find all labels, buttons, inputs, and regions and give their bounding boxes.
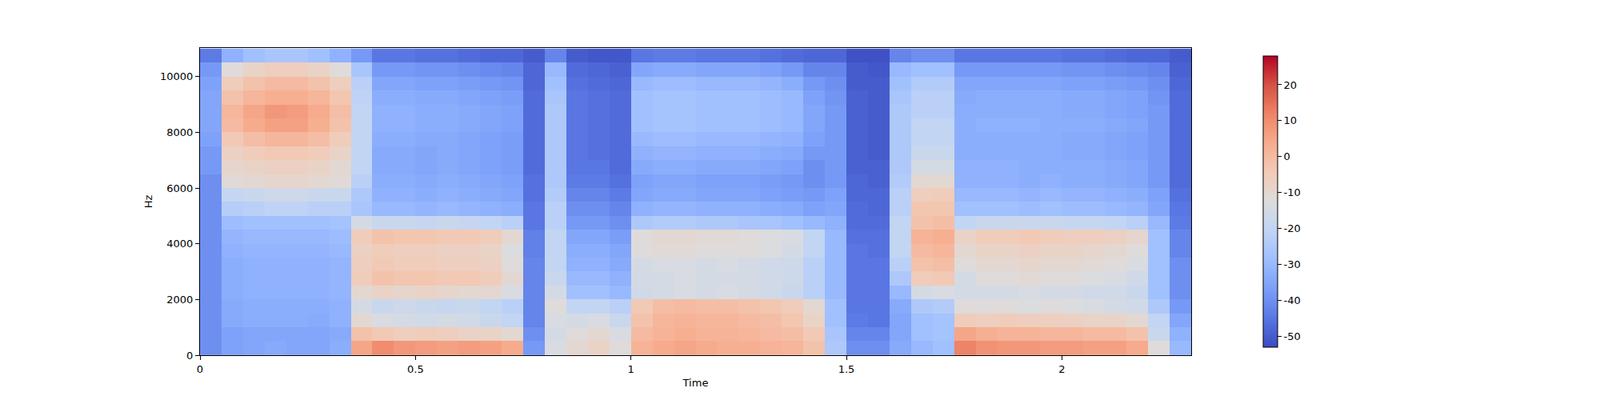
svg-text:0: 0 bbox=[186, 349, 193, 362]
svg-text:-10: -10 bbox=[1284, 186, 1301, 199]
svg-text:4000: 4000 bbox=[166, 237, 193, 250]
svg-text:8000: 8000 bbox=[166, 126, 193, 139]
svg-text:6000: 6000 bbox=[166, 182, 193, 195]
svg-text:-40: -40 bbox=[1284, 294, 1301, 307]
svg-text:2000: 2000 bbox=[166, 293, 193, 306]
svg-text:20: 20 bbox=[1284, 79, 1298, 92]
svg-text:1.5: 1.5 bbox=[838, 363, 856, 376]
svg-text:0: 0 bbox=[1284, 150, 1291, 163]
svg-text:-50: -50 bbox=[1284, 330, 1301, 343]
svg-text:0: 0 bbox=[196, 363, 204, 376]
svg-text:-30: -30 bbox=[1284, 258, 1301, 271]
svg-text:0.5: 0.5 bbox=[407, 363, 424, 376]
svg-text:10000: 10000 bbox=[160, 70, 193, 83]
svg-text:Time: Time bbox=[682, 376, 709, 389]
svg-text:Hz: Hz bbox=[142, 195, 155, 209]
svg-text:-20: -20 bbox=[1284, 222, 1301, 235]
svg-text:2: 2 bbox=[1058, 363, 1065, 376]
svg-text:10: 10 bbox=[1284, 114, 1298, 127]
svg-text:1: 1 bbox=[628, 363, 635, 376]
